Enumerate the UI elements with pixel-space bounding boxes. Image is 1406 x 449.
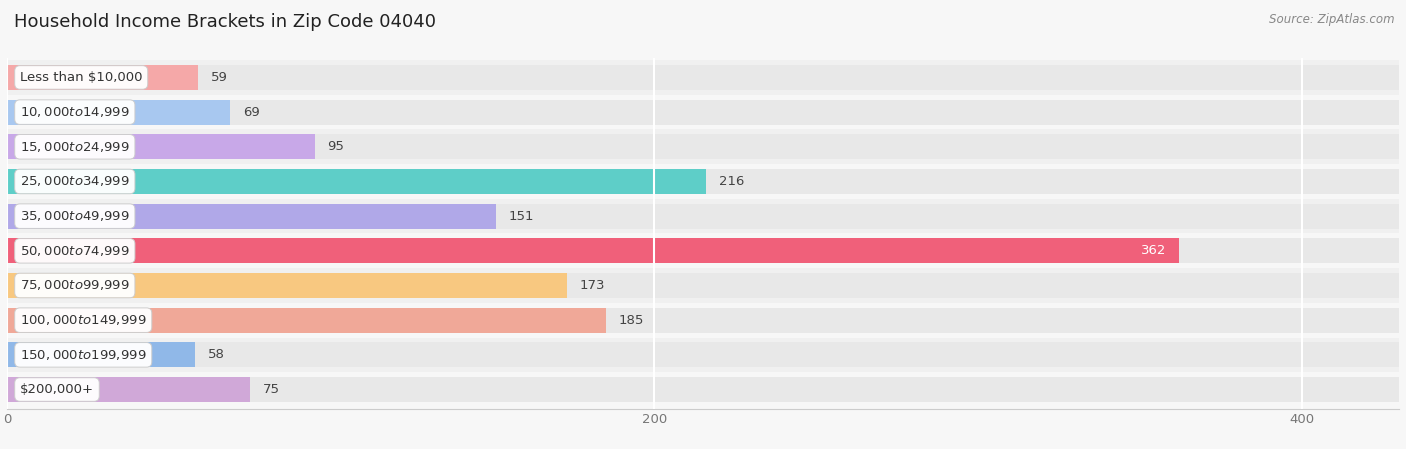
Text: 151: 151 — [509, 210, 534, 223]
Bar — [7, 273, 1399, 298]
Bar — [7, 303, 1399, 338]
Text: Source: ZipAtlas.com: Source: ZipAtlas.com — [1270, 13, 1395, 26]
Bar — [7, 308, 606, 333]
Bar — [7, 204, 496, 229]
Text: 216: 216 — [720, 175, 745, 188]
Text: $35,000 to $49,999: $35,000 to $49,999 — [20, 209, 129, 223]
Bar — [7, 377, 250, 402]
Text: Less than $10,000: Less than $10,000 — [20, 71, 142, 84]
Bar — [7, 169, 1399, 194]
Bar — [7, 134, 1399, 159]
Bar — [7, 342, 195, 367]
Bar — [7, 95, 1399, 129]
Bar — [7, 65, 1399, 90]
Text: 69: 69 — [243, 106, 260, 119]
Bar — [7, 129, 1399, 164]
Bar — [7, 60, 1399, 95]
Bar — [7, 134, 315, 159]
Bar — [7, 164, 1399, 199]
Bar — [7, 238, 1178, 263]
Text: $15,000 to $24,999: $15,000 to $24,999 — [20, 140, 129, 154]
Text: 59: 59 — [211, 71, 228, 84]
Bar — [7, 273, 567, 298]
Bar — [7, 268, 1399, 303]
Bar — [7, 100, 1399, 125]
Text: $75,000 to $99,999: $75,000 to $99,999 — [20, 278, 129, 292]
Bar — [7, 65, 198, 90]
Text: $25,000 to $34,999: $25,000 to $34,999 — [20, 175, 129, 189]
Text: $100,000 to $149,999: $100,000 to $149,999 — [20, 313, 146, 327]
Bar — [7, 169, 706, 194]
Text: 173: 173 — [581, 279, 606, 292]
Text: 58: 58 — [208, 348, 225, 361]
Bar — [7, 377, 1399, 402]
Text: $200,000+: $200,000+ — [20, 383, 94, 396]
Bar — [7, 100, 231, 125]
Bar — [7, 233, 1399, 268]
Text: 95: 95 — [328, 140, 344, 153]
Text: $50,000 to $74,999: $50,000 to $74,999 — [20, 244, 129, 258]
Bar — [7, 338, 1399, 372]
Text: 75: 75 — [263, 383, 280, 396]
Text: 185: 185 — [619, 314, 644, 327]
Bar — [7, 372, 1399, 407]
Bar — [7, 308, 1399, 333]
Bar — [7, 199, 1399, 233]
Text: Household Income Brackets in Zip Code 04040: Household Income Brackets in Zip Code 04… — [14, 13, 436, 31]
Bar — [7, 238, 1399, 263]
Text: $150,000 to $199,999: $150,000 to $199,999 — [20, 348, 146, 362]
Text: $10,000 to $14,999: $10,000 to $14,999 — [20, 105, 129, 119]
Bar — [7, 342, 1399, 367]
Bar — [7, 204, 1399, 229]
Text: 362: 362 — [1140, 244, 1166, 257]
